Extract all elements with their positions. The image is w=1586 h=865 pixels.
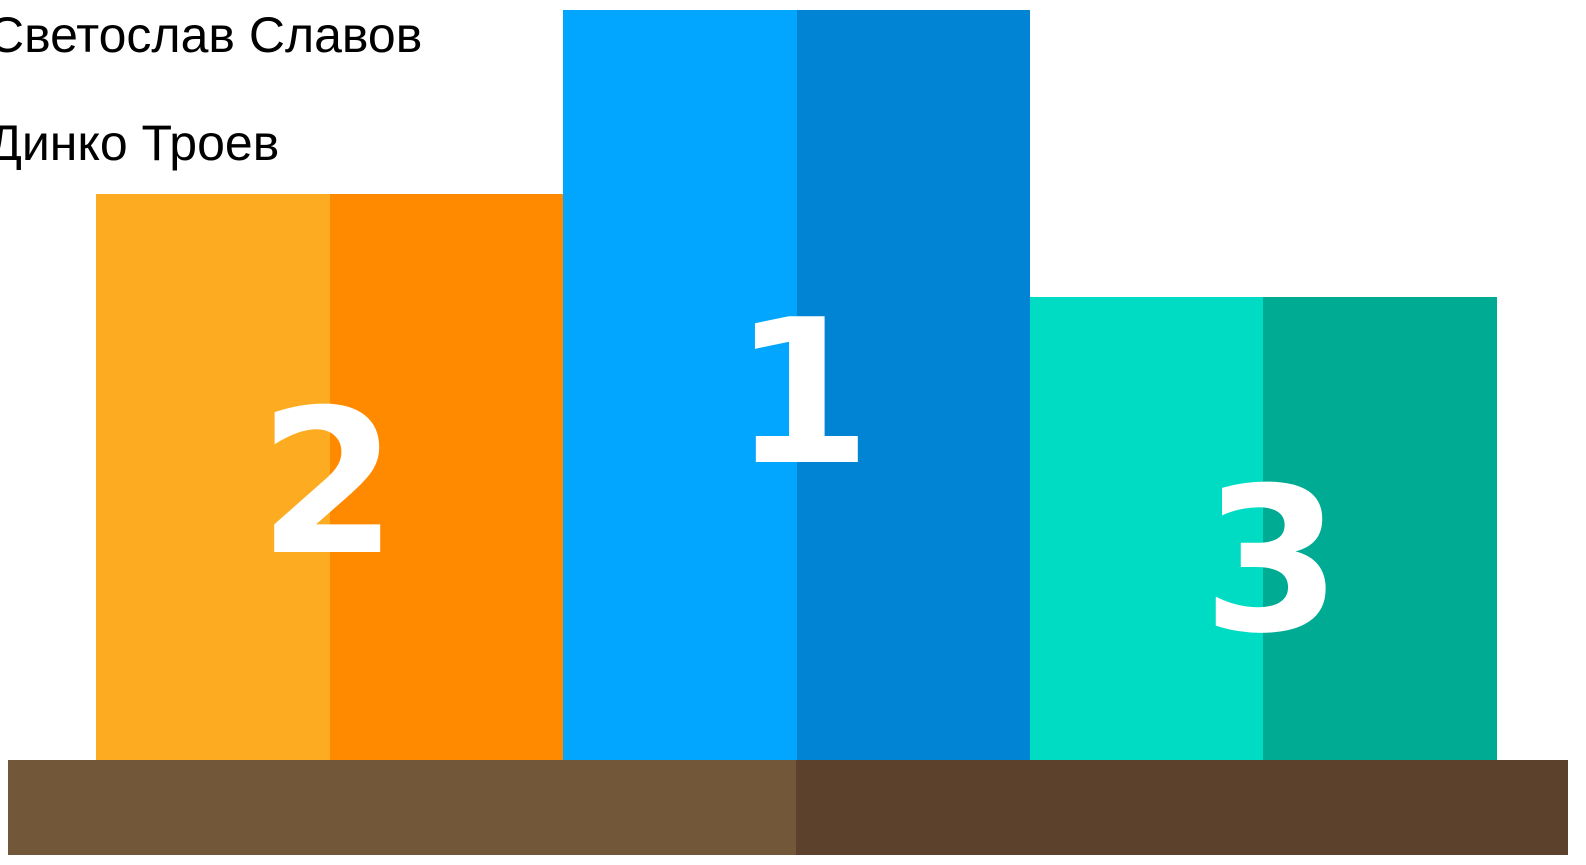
name-second: Динко Троев [0, 115, 279, 171]
podium-first-right [797, 10, 1030, 760]
podium-second-left [96, 194, 330, 760]
place-number: 2 [258, 367, 397, 600]
podium-third-left [1030, 297, 1263, 760]
podium-first-left [563, 10, 797, 760]
base-right [796, 760, 1568, 855]
name-first: Светослав Славов [0, 7, 422, 63]
podium-third-right [1263, 297, 1497, 760]
place-number: 1 [732, 277, 871, 510]
podium-second-right [330, 194, 563, 760]
place-number: 3 [1202, 445, 1341, 678]
base-left [8, 760, 796, 855]
